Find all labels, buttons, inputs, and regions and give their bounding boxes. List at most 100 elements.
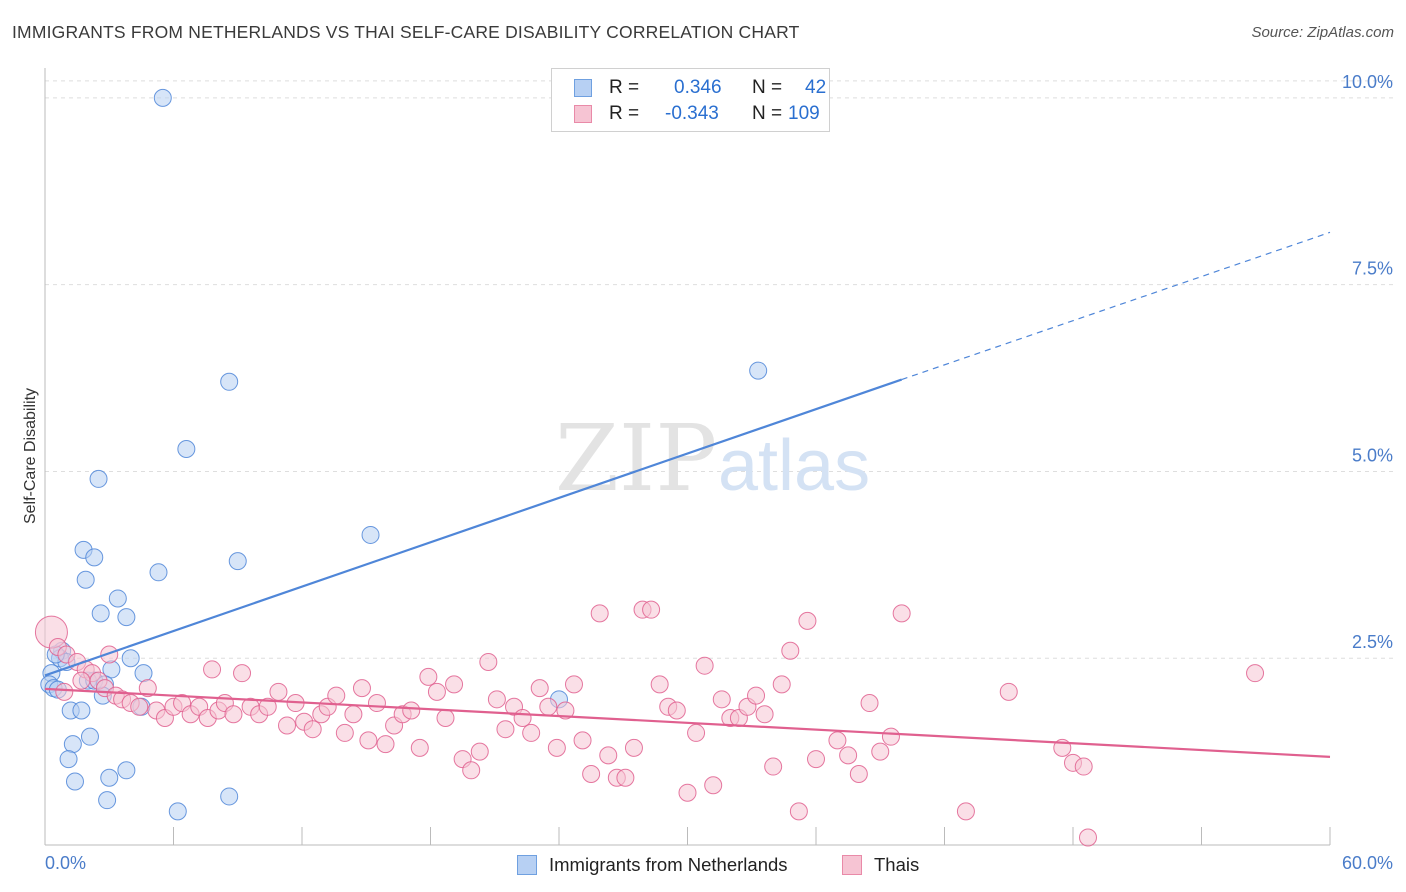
data-point (624, 738, 643, 757)
data-point (63, 735, 82, 754)
data-point (828, 731, 847, 750)
data-point (695, 656, 714, 675)
data-point (278, 716, 297, 735)
data-point (436, 708, 455, 727)
data-point (100, 645, 119, 664)
data-point (220, 787, 239, 806)
watermark: ZIP atlas (555, 405, 870, 512)
data-point (402, 701, 421, 720)
data-point (704, 776, 723, 795)
bottom-legend-swatch-netherlands (517, 855, 537, 875)
data-point (65, 772, 84, 791)
data-point (344, 705, 363, 724)
data-point (1074, 757, 1093, 776)
data-point (134, 664, 153, 683)
data-point (98, 791, 117, 810)
data-point (789, 802, 808, 821)
data-point (712, 690, 731, 709)
data-point (117, 761, 136, 780)
data-point (445, 675, 464, 694)
data-point (72, 671, 91, 690)
legend: R = 0.346 N = 42 R = -0.343 N = 109 (551, 68, 830, 132)
data-point (755, 705, 774, 724)
data-point (419, 667, 438, 686)
data-point (582, 765, 601, 784)
data-point (881, 727, 900, 746)
data-point (749, 361, 768, 380)
data-point (303, 720, 322, 739)
data-point (764, 757, 783, 776)
data-point (547, 738, 566, 757)
data-point (462, 761, 481, 780)
bottom-legend-label: Immigrants from Netherlands (549, 854, 788, 875)
legend-swatch-netherlands (574, 79, 592, 97)
data-point (522, 723, 541, 742)
data-point (220, 372, 239, 391)
data-point (224, 705, 243, 724)
data-point (233, 664, 252, 683)
legend-r-label: R = (609, 77, 640, 98)
chart-title: IMMIGRANTS FROM NETHERLANDS VS THAI SELF… (12, 22, 800, 42)
trend-extension (901, 231, 1331, 381)
trend-lines (44, 231, 1331, 758)
legend-r-label: R = (609, 103, 640, 124)
y-tick-label: 2.5% (1352, 632, 1393, 652)
legend-r-value: -0.343 (665, 103, 719, 124)
data-point (427, 682, 446, 701)
grid (45, 80, 1395, 659)
data-point (616, 768, 635, 787)
data-point (839, 746, 858, 765)
data-point (335, 723, 354, 742)
data-point (798, 611, 817, 630)
data-point (599, 746, 618, 765)
data-point (85, 548, 104, 567)
y-tick-label: 5.0% (1352, 445, 1393, 465)
data-point (203, 660, 222, 679)
data-point (772, 675, 791, 694)
data-point (367, 694, 386, 713)
legend-r-value: 0.346 (674, 77, 722, 98)
axes (44, 68, 1331, 846)
data-point (76, 570, 95, 589)
trend-line (44, 687, 1331, 758)
legend-swatch-thais (574, 105, 592, 123)
y-tick-label: 7.5% (1352, 259, 1393, 279)
data-point (80, 727, 99, 746)
data-point (678, 783, 697, 802)
data-point (149, 563, 168, 582)
data-point (590, 604, 609, 623)
series-1 (34, 600, 1265, 847)
data-point (376, 735, 395, 754)
data-point (807, 750, 825, 769)
data-point (327, 686, 346, 705)
data-point (361, 525, 380, 544)
data-point (687, 723, 706, 742)
watermark-zip: ZIP (555, 405, 717, 512)
data-point (496, 720, 515, 739)
data-point (359, 731, 378, 750)
data-point (410, 738, 429, 757)
tick-labels: 2.5% 5.0% 7.5% 10.0% 0.0% 60.0% (45, 72, 1393, 873)
x-tick-label: 0.0% (45, 853, 86, 873)
data-point (539, 697, 558, 716)
data-point (1246, 664, 1265, 683)
data-point (470, 742, 489, 761)
data-point (258, 697, 277, 716)
data-point (89, 469, 108, 488)
data-point (153, 88, 172, 107)
trend-line (44, 378, 903, 677)
data-point (228, 552, 247, 571)
watermark-atlas: atlas (718, 426, 870, 506)
data-point (72, 701, 91, 720)
legend-n-value: 42 (805, 77, 827, 98)
data-point (479, 652, 498, 671)
data-point (130, 697, 149, 716)
data-point (59, 750, 78, 769)
bottom-legend-swatch-thais (842, 855, 862, 875)
data-point (871, 742, 890, 761)
legend-n-value: 109 (788, 103, 820, 124)
data-point (168, 802, 187, 821)
data-point (513, 708, 532, 727)
bottom-legend-label: Thais (874, 854, 920, 875)
